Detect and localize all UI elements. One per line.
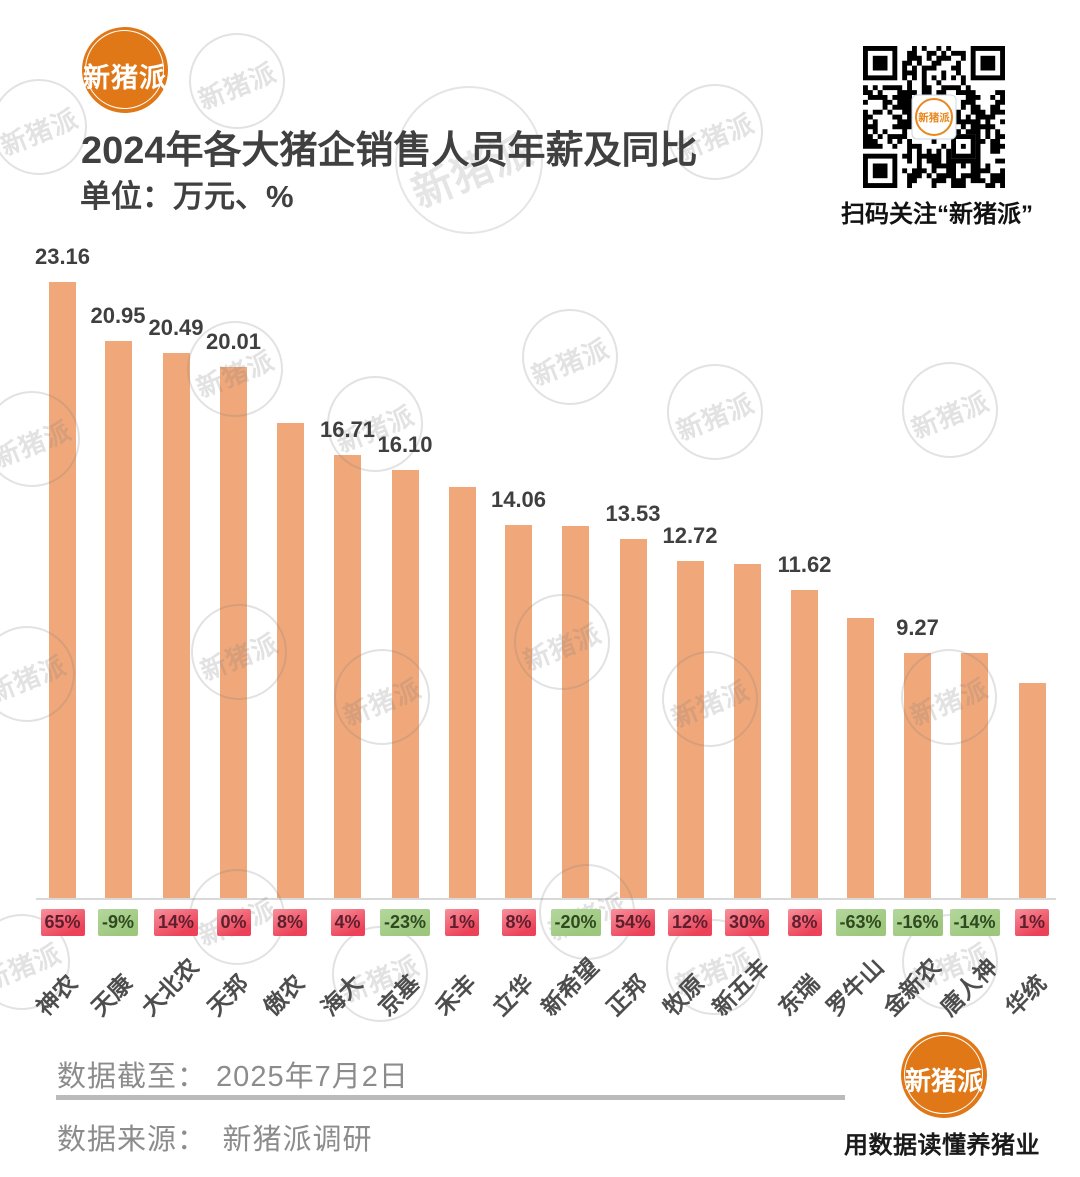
svg-text:新猪派: 新猪派 (918, 111, 950, 124)
